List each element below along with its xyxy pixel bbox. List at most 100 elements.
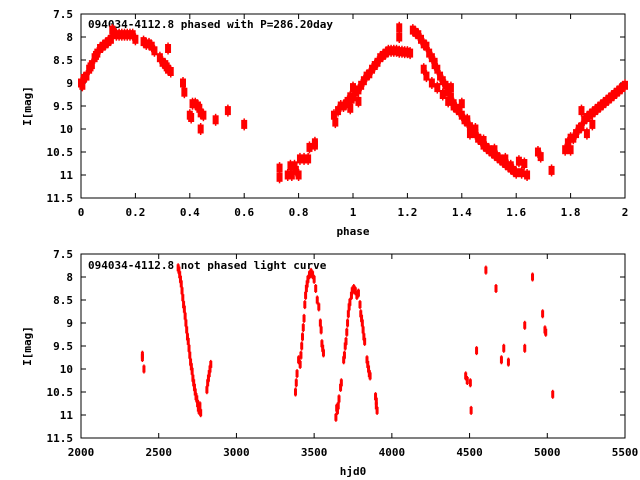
- point-marker: [445, 96, 452, 106]
- x-tick-label: 1.4: [452, 206, 472, 219]
- point-marker: [205, 386, 209, 394]
- point-marker: [466, 122, 473, 132]
- data-point: [276, 171, 283, 184]
- point-marker: [358, 80, 365, 90]
- data-point: [299, 350, 303, 360]
- x-tick-label: 3000: [223, 446, 250, 459]
- point-marker: [507, 161, 514, 171]
- point-marker: [315, 296, 319, 304]
- point-marker: [288, 170, 295, 180]
- data-point: [465, 376, 469, 385]
- unphased-plot: 094034-4112.8 not phased light curve hjd…: [21, 248, 638, 478]
- point-marker: [311, 271, 315, 279]
- point-marker: [458, 110, 465, 120]
- data-point: [140, 353, 144, 362]
- point-marker: [178, 275, 182, 283]
- point-marker: [537, 152, 544, 162]
- y-tick-label: 8: [66, 271, 73, 284]
- data-point: [311, 136, 318, 149]
- data-point: [317, 302, 321, 312]
- point-marker: [314, 285, 318, 292]
- point-marker: [303, 301, 307, 309]
- point-marker: [88, 60, 95, 70]
- point-marker: [374, 397, 378, 405]
- data-point: [548, 164, 555, 177]
- data-point: [423, 70, 430, 83]
- data-point: [494, 284, 498, 293]
- data-point: [295, 369, 299, 379]
- point-marker: [189, 363, 193, 371]
- point-marker: [355, 85, 362, 95]
- y-tick-label: 9.5: [53, 340, 73, 353]
- point-marker: [428, 53, 435, 63]
- point-marker: [165, 44, 172, 53]
- point-marker: [107, 34, 114, 44]
- point-marker: [299, 351, 303, 359]
- data-point: [407, 47, 414, 60]
- data-point: [334, 412, 338, 422]
- point-marker: [456, 106, 463, 116]
- point-marker: [320, 340, 324, 348]
- point-marker: [208, 365, 212, 373]
- point-marker: [434, 64, 441, 74]
- data-point: [353, 286, 357, 296]
- data-point: [205, 385, 209, 395]
- point-marker: [366, 69, 373, 79]
- y-tick-label: 7.5: [53, 248, 73, 261]
- data-point: [346, 318, 350, 328]
- point-marker: [182, 301, 186, 309]
- point-marker: [293, 388, 297, 396]
- data-point: [484, 265, 488, 275]
- point-marker: [578, 122, 585, 132]
- data-point: [567, 143, 574, 156]
- data-point: [241, 118, 248, 131]
- data-point: [200, 109, 207, 122]
- data-point: [350, 286, 354, 296]
- point-marker: [349, 291, 353, 299]
- data-point: [199, 408, 203, 418]
- point-marker: [361, 326, 365, 334]
- point-marker: [570, 133, 577, 143]
- point-marker: [241, 119, 248, 129]
- point-marker: [464, 372, 468, 380]
- data-point: [347, 102, 354, 115]
- point-marker: [521, 159, 528, 168]
- point-marker: [197, 124, 204, 134]
- data-point: [502, 152, 509, 165]
- data-point: [301, 152, 308, 165]
- x-tick-label: 5500: [612, 446, 639, 459]
- point-marker: [182, 305, 186, 313]
- point-marker: [344, 337, 348, 345]
- point-marker: [350, 92, 356, 102]
- point-marker: [355, 291, 359, 299]
- data-point: [336, 401, 340, 411]
- point-marker: [291, 161, 298, 171]
- point-marker: [148, 41, 155, 51]
- point-marker: [360, 319, 364, 327]
- point-marker: [562, 145, 569, 155]
- point-marker: [311, 138, 318, 148]
- point-marker: [200, 110, 207, 120]
- data-point: [182, 304, 186, 314]
- point-marker: [515, 156, 522, 166]
- data-point: [541, 309, 545, 319]
- data-point: [183, 311, 187, 321]
- data-point: [434, 81, 441, 94]
- point-marker: [177, 266, 181, 274]
- point-marker: [295, 370, 299, 378]
- point-marker: [300, 342, 304, 350]
- x-tick-label: 2: [622, 206, 629, 219]
- point-marker: [334, 413, 338, 421]
- point-marker: [466, 129, 473, 139]
- point-marker: [347, 103, 354, 113]
- data-point: [180, 286, 184, 296]
- data-point: [450, 100, 457, 112]
- point-marker: [428, 78, 435, 88]
- data-point: [297, 355, 301, 365]
- point-marker: [292, 165, 299, 175]
- point-marker: [335, 106, 342, 116]
- data-point: [287, 159, 294, 172]
- point-marker: [423, 41, 430, 51]
- point-marker: [180, 287, 184, 295]
